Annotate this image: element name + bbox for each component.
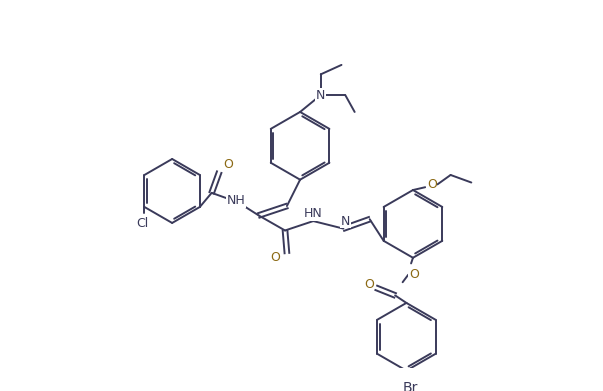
Text: O: O — [271, 251, 280, 264]
Text: NH: NH — [227, 194, 245, 207]
Text: HN: HN — [304, 207, 323, 220]
Text: Cl: Cl — [136, 217, 149, 230]
Text: O: O — [364, 278, 374, 291]
Text: O: O — [224, 158, 233, 171]
Text: O: O — [427, 178, 437, 191]
Text: N: N — [341, 215, 350, 228]
Text: O: O — [409, 268, 419, 281]
Text: N: N — [316, 88, 326, 102]
Text: Br: Br — [402, 380, 418, 391]
